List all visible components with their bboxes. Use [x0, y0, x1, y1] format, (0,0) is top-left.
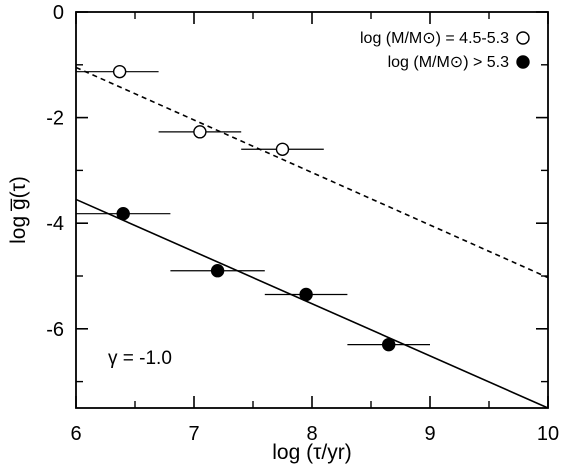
- legend-marker-open: [516, 31, 530, 45]
- filled-data-point: [382, 337, 396, 352]
- fit-lines-layer: [75, 66, 549, 409]
- filled-data-point: [210, 264, 225, 278]
- open-data-point: [275, 142, 290, 156]
- x-tick-label: 6: [70, 423, 81, 445]
- legend: log (M/M⊙) = 4.5-5.3 log (M/M⊙) > 5.3: [360, 30, 530, 71]
- legend-label-open: log (M/M⊙) = 4.5-5.3: [360, 30, 509, 47]
- fit-line-1: [75, 66, 549, 279]
- x-tick-label: 7: [188, 423, 199, 445]
- x-tick-label: 10: [537, 423, 559, 445]
- tick-labels-layer: 6 7 8 9 10 0 -2 -4 -6: [46, 2, 559, 445]
- y-tick-label: 0: [53, 2, 64, 24]
- y-tick-label: -6: [46, 319, 64, 341]
- error-bars-layer: [76, 71, 430, 346]
- legend-marker-filled: [516, 55, 530, 69]
- y-tick-label: -4: [46, 213, 64, 235]
- gamma-annotation: γ = -1.0: [108, 348, 172, 369]
- legend-label-filled: log (M/M⊙) > 5.3: [388, 54, 510, 71]
- data-points-layer: [112, 64, 396, 352]
- x-axis-label: log (τ/yr): [272, 441, 351, 464]
- x-tick-label: 9: [424, 423, 435, 445]
- y-axis-label: log g̅(τ): [7, 176, 30, 244]
- x-tick-label: 8: [306, 423, 317, 445]
- fit-line-2: [75, 198, 549, 409]
- filled-data-point: [116, 206, 130, 221]
- axis-ticks-layer: [75, 11, 549, 408]
- open-data-point: [112, 64, 127, 79]
- open-data-point: [193, 125, 207, 139]
- y-tick-label: -2: [46, 108, 64, 130]
- filled-data-point: [299, 287, 313, 302]
